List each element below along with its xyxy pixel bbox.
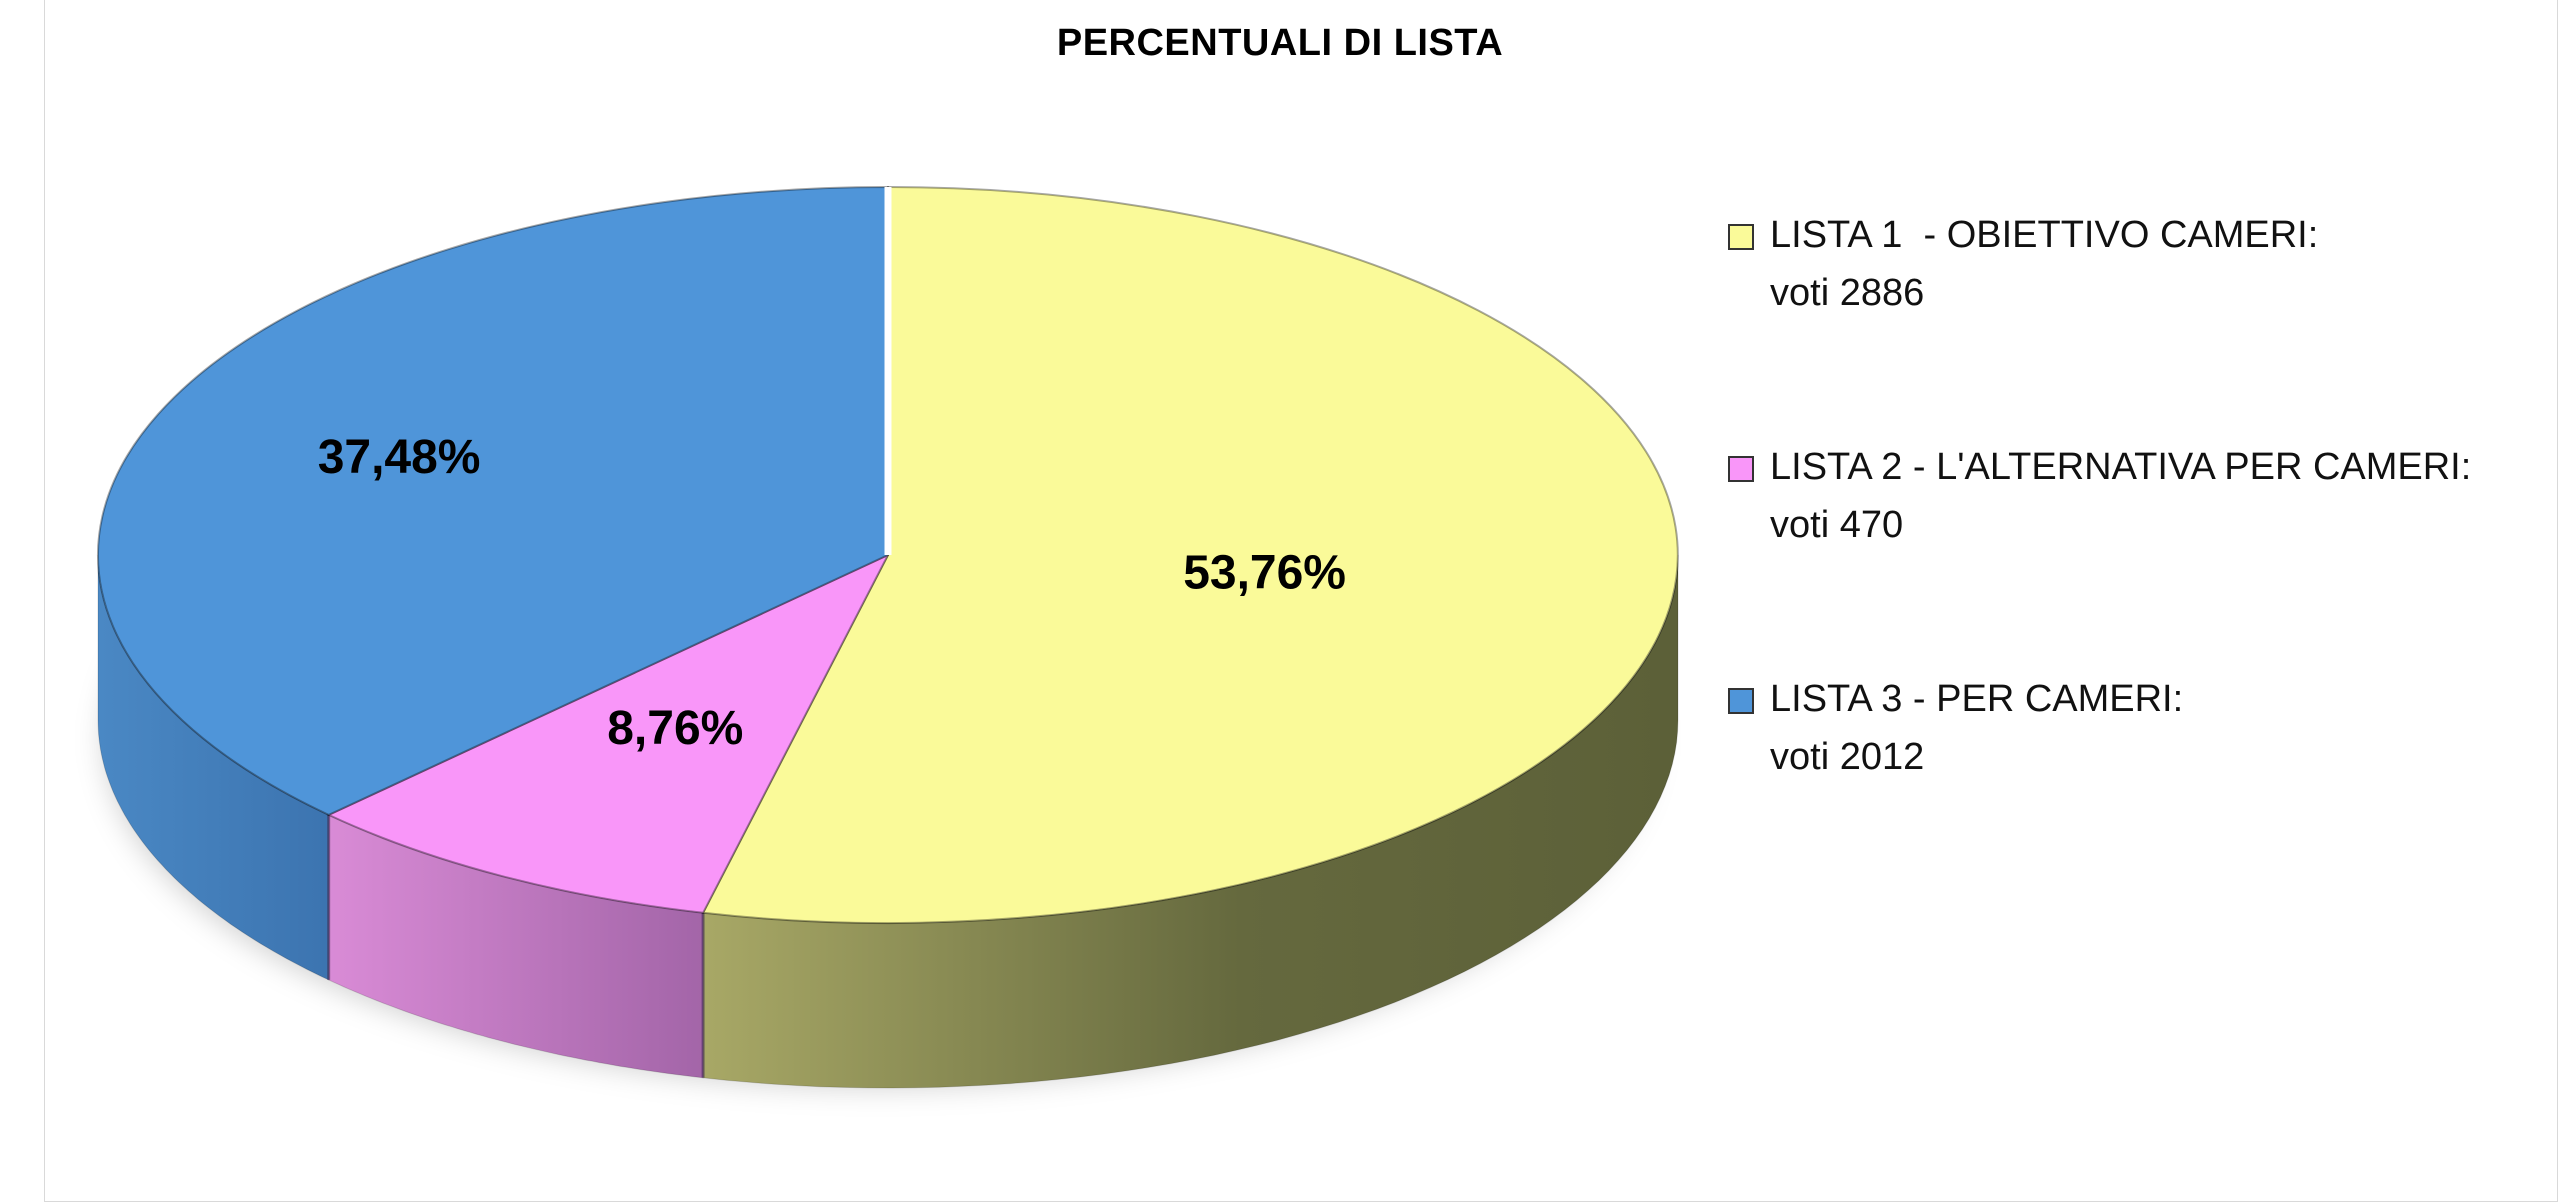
chart-title: PERCENTUALI DI LISTA — [1056, 22, 1504, 64]
chart-legend: LISTA 1 - OBIETTIVO CAMERI: voti 2886 LI… — [1728, 210, 2548, 906]
legend-swatch-lista-2 — [1728, 456, 1754, 482]
pie-chart: 53,76% 8,76% 37,48% — [97, 185, 1679, 1089]
legend-label-lista-1: LISTA 1 - OBIETTIVO CAMERI: — [1770, 214, 2319, 256]
legend-votes-lista-1: voti 2886 — [1770, 272, 1925, 314]
pie-slice-lista-3-per-cameri — [97, 185, 889, 817]
pie-label-lista-3-per-cameri: 37,48% — [318, 431, 481, 484]
legend-swatch-lista-3 — [1728, 688, 1754, 714]
legend-votes-lista-2: voti 470 — [1770, 504, 1904, 546]
legend-label-lista-2: LISTA 2 - L'ALTERNATIVA PER CAMERI: — [1770, 446, 2472, 488]
pie-slice-lista-2-l-alternativa-per-cameri — [326, 552, 891, 914]
legend-swatch-lista-1 — [1728, 224, 1754, 250]
pie-label-lista-2-l-alternativa-per-cameri: 8,76% — [607, 702, 743, 755]
legend-item-lista-2: LISTA 2 - L'ALTERNATIVA PER CAMERI: voti… — [1728, 442, 2548, 674]
pie-label-lista-1-obiettivo-cameri: 53,76% — [1183, 546, 1346, 599]
chart-frame — [44, 0, 2558, 1202]
legend-votes-lista-3: voti 2012 — [1770, 736, 1925, 778]
legend-item-lista-1: LISTA 1 - OBIETTIVO CAMERI: voti 2886 — [1728, 210, 2548, 442]
pie-slice-lista-1-obiettivo-cameri — [701, 185, 1679, 924]
legend-label-lista-3: LISTA 3 - PER CAMERI: — [1770, 678, 2184, 720]
legend-item-lista-3: LISTA 3 - PER CAMERI: voti 2012 — [1728, 674, 2548, 906]
